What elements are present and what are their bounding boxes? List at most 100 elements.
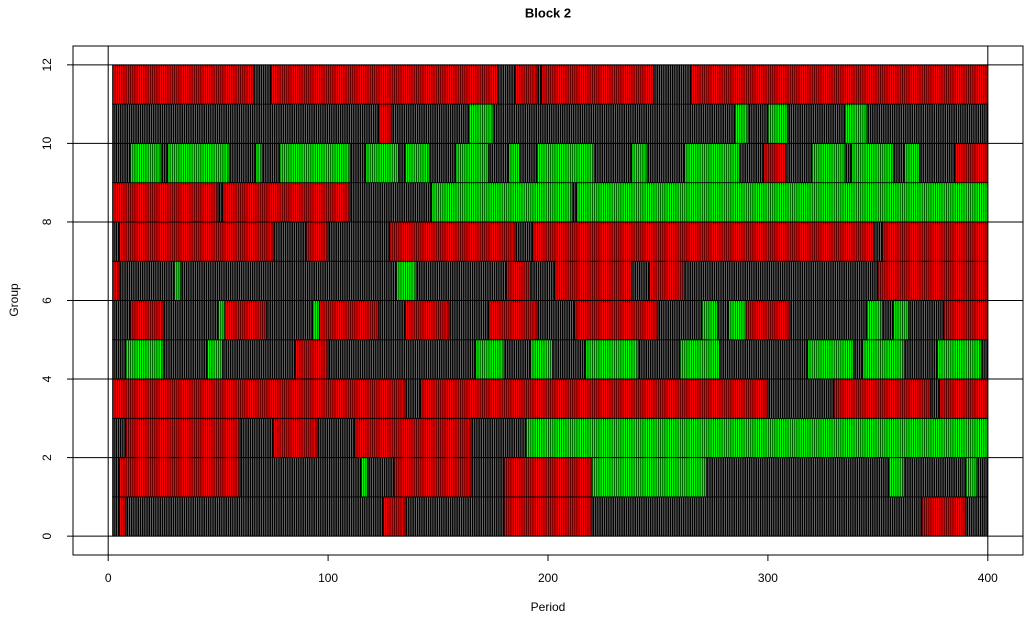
state-run	[398, 143, 406, 184]
state-run	[807, 339, 855, 380]
x-tick-label: 400	[978, 571, 998, 585]
state-run	[903, 143, 921, 184]
state-run	[903, 457, 967, 498]
chart-title: Block 2	[525, 5, 571, 20]
state-run	[789, 300, 868, 341]
state-run	[112, 378, 406, 419]
state-run	[833, 378, 932, 419]
state-run	[631, 260, 650, 301]
state-run	[431, 182, 573, 223]
state-run	[112, 143, 131, 184]
state-run	[584, 339, 639, 380]
state-run	[530, 260, 555, 301]
state-run	[415, 260, 507, 301]
state-run	[367, 457, 395, 498]
state-run	[488, 143, 509, 184]
state-run	[785, 143, 813, 184]
state-run	[738, 143, 764, 184]
state-run	[112, 417, 127, 458]
state-run	[965, 496, 989, 537]
state-run	[705, 457, 890, 498]
state-run	[936, 339, 982, 380]
state-run	[228, 143, 256, 184]
state-run	[327, 221, 391, 262]
state-run	[222, 339, 296, 380]
y-tick-label: 4	[40, 375, 54, 382]
state-run	[593, 143, 632, 184]
state-run	[475, 339, 505, 380]
state-run	[930, 378, 940, 419]
state-run	[683, 143, 740, 184]
state-run	[222, 182, 351, 223]
state-run	[919, 143, 956, 184]
state-run	[631, 143, 648, 184]
state-run	[921, 496, 967, 537]
state-run	[455, 143, 490, 184]
state-run	[420, 378, 769, 419]
state-run	[112, 300, 131, 341]
state-run	[530, 339, 553, 380]
state-run	[497, 64, 516, 105]
state-run	[690, 64, 989, 105]
state-run	[272, 417, 318, 458]
state-run	[734, 103, 749, 144]
state-run	[167, 143, 230, 184]
state-run	[217, 182, 223, 223]
state-run	[679, 339, 720, 380]
state-run	[503, 339, 531, 380]
state-run	[266, 300, 314, 341]
state-run	[954, 143, 989, 184]
state-run	[701, 300, 718, 341]
state-run	[118, 496, 127, 537]
state-run	[112, 260, 120, 301]
state-run	[554, 260, 632, 301]
state-run	[305, 221, 329, 262]
state-run	[470, 457, 505, 498]
state-run	[360, 457, 369, 498]
state-run	[129, 300, 164, 341]
state-run	[811, 143, 846, 184]
state-run	[719, 339, 808, 380]
y-axis-label: Group	[7, 283, 21, 317]
state-run	[378, 103, 393, 144]
state-run	[873, 221, 883, 262]
state-run	[112, 182, 219, 223]
state-run	[747, 103, 769, 144]
state-run	[294, 339, 329, 380]
state-run	[657, 300, 703, 341]
state-run	[112, 103, 380, 144]
state-run	[125, 339, 164, 380]
state-run	[853, 339, 863, 380]
state-run	[160, 143, 168, 184]
state-run	[354, 417, 472, 458]
state-run	[365, 143, 399, 184]
y-tick-label: 6	[40, 297, 54, 304]
state-run	[316, 417, 355, 458]
state-run	[888, 457, 905, 498]
state-run	[532, 221, 874, 262]
state-run	[943, 300, 989, 341]
x-tick-label: 0	[105, 571, 112, 585]
state-run	[270, 64, 498, 105]
state-run	[862, 339, 905, 380]
state-run	[125, 496, 384, 537]
y-tick-label: 10	[40, 136, 54, 150]
state-run	[508, 143, 520, 184]
y-tick-label: 2	[40, 454, 54, 461]
state-run	[892, 143, 905, 184]
state-run	[505, 260, 531, 301]
state-run	[252, 64, 272, 105]
state-run	[503, 496, 593, 537]
state-run	[866, 103, 989, 144]
state-run	[767, 378, 835, 419]
state-run	[844, 143, 852, 184]
state-run	[261, 143, 281, 184]
state-run	[239, 457, 362, 498]
state-run	[391, 103, 470, 144]
state-run	[514, 221, 534, 262]
state-run	[327, 339, 476, 380]
plot-frame	[72, 45, 1024, 556]
x-tick-label: 300	[758, 571, 778, 585]
state-run	[591, 457, 707, 498]
